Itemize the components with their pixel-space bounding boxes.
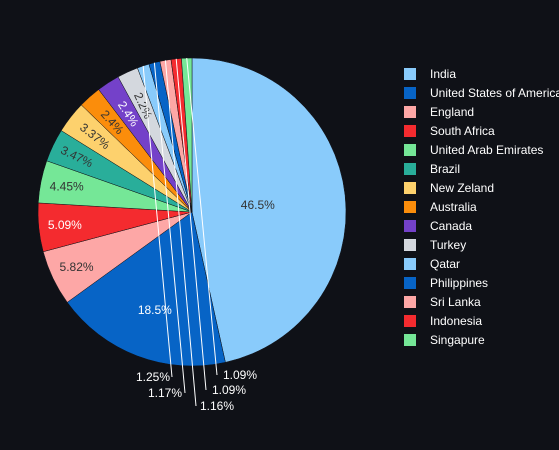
legend-swatch-philippines	[404, 277, 416, 289]
legend-label-singapure: Singapure	[430, 333, 485, 347]
slice-label-sri-lanka: 1.16%	[200, 399, 234, 413]
legend-label-philippines: Philippines	[430, 276, 488, 290]
legend-label-new-zeland: New Zeland	[430, 181, 494, 195]
legend-item-england[interactable]: England	[404, 105, 474, 119]
legend-label-turkey: Turkey	[430, 238, 466, 252]
legend-label-qatar: Qatar	[430, 257, 460, 271]
legend-label-sri-lanka: Sri Lanka	[430, 295, 481, 309]
slice-india[interactable]	[191, 57, 347, 363]
slice-label-qatar: 1.25%	[136, 370, 170, 384]
slice-label-united-states-of-america: 18.5%	[138, 303, 172, 317]
slice-label-united-arab-emirates: 4.45%	[50, 180, 84, 194]
slice-label-philippines: 1.17%	[148, 386, 182, 400]
pie-slices	[37, 57, 347, 367]
leader-line-sri-lanka	[164, 60, 197, 407]
leader-line-qatar	[142, 65, 173, 378]
legend-item-united-arab-emirates[interactable]: United Arab Emirates	[404, 143, 543, 157]
slice-label-england: 5.82%	[60, 260, 94, 274]
legend-item-sri-lanka[interactable]: Sri Lanka	[404, 295, 481, 309]
legend-swatch-new-zeland	[404, 182, 416, 194]
legend-item-turkey[interactable]: Turkey	[404, 238, 466, 252]
legend-item-canada[interactable]: Canada	[404, 219, 472, 233]
legend-swatch-england	[404, 106, 416, 118]
legend-swatch-united-arab-emirates	[404, 144, 416, 156]
legend-swatch-india	[404, 68, 416, 80]
legend-swatch-brazil	[404, 163, 416, 175]
slice-label-india: 46.5%	[241, 198, 275, 212]
legend-item-brazil[interactable]: Brazil	[404, 162, 460, 176]
legend-label-united-states-of-america: United States of America	[430, 86, 559, 100]
legend-item-australia[interactable]: Australia	[404, 200, 477, 214]
legend-label-south-africa: South Africa	[430, 124, 495, 138]
legend-swatch-turkey	[404, 239, 416, 251]
legend-swatch-canada	[404, 220, 416, 232]
leader-line-philippines	[153, 62, 186, 394]
slice-label-indonesia: 1.09%	[212, 383, 246, 397]
slice-united-states-of-america[interactable]	[66, 211, 226, 367]
legend-item-philippines[interactable]: Philippines	[404, 276, 488, 290]
legend-item-qatar[interactable]: Qatar	[404, 257, 460, 271]
legend-item-united-states-of-america[interactable]: United States of America	[404, 86, 559, 100]
legend-swatch-singapure	[404, 334, 416, 346]
legend-label-united-arab-emirates: United Arab Emirates	[430, 143, 543, 157]
slice-singapure[interactable]	[181, 57, 193, 213]
legend-swatch-sri-lanka	[404, 296, 416, 308]
slice-label-singapure: 1.09%	[223, 368, 257, 382]
legend-label-india: India	[430, 67, 456, 81]
legend-item-new-zeland[interactable]: New Zeland	[404, 181, 494, 195]
legend-swatch-united-states-of-america	[404, 87, 416, 99]
legend-swatch-qatar	[404, 258, 416, 270]
legend-label-indonesia: Indonesia	[430, 314, 482, 328]
slice-label-south-africa: 5.09%	[48, 218, 82, 232]
leader-line-singapure	[186, 58, 218, 376]
legend-label-england: England	[430, 105, 474, 119]
legend-item-indonesia[interactable]: Indonesia	[404, 314, 482, 328]
legend-item-south-africa[interactable]: South Africa	[404, 124, 495, 138]
legend-swatch-south-africa	[404, 125, 416, 137]
legend-item-singapure[interactable]: Singapure	[404, 333, 485, 347]
leader-line-indonesia	[175, 58, 207, 391]
legend-item-india[interactable]: India	[404, 67, 456, 81]
legend-label-canada: Canada	[430, 219, 472, 233]
legend-label-australia: Australia	[430, 200, 477, 214]
legend-swatch-indonesia	[404, 315, 416, 327]
legend-label-brazil: Brazil	[430, 162, 460, 176]
legend: India United States of America England Sout…	[404, 67, 559, 347]
legend-swatch-australia	[404, 201, 416, 213]
